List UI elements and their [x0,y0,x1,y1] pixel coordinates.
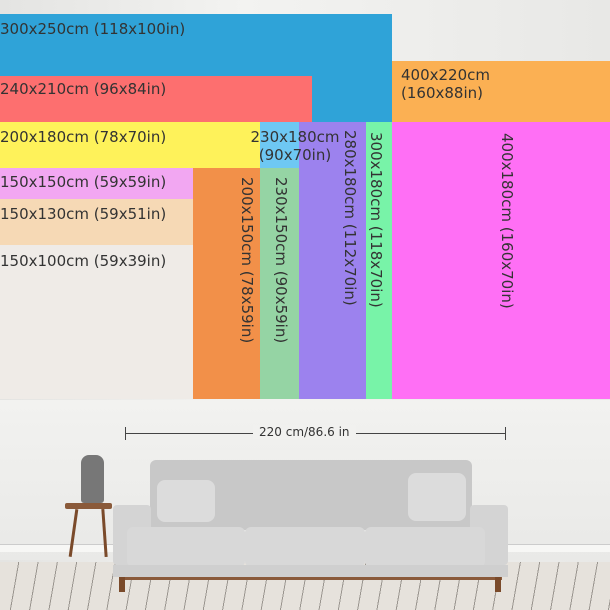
size-label-280x180: 280x180cm (112x70in) [341,130,359,306]
size-400x180 [392,122,610,399]
size-label-300x180: 300x180cm (118x70in) [367,132,385,308]
size-label-230x180: 230x180cm (90x70in) [250,128,340,164]
size-400x220: 400x220cm (160x88in) [392,61,610,122]
vase [81,455,104,503]
size-label: 150x150cm (59x59in) [0,173,167,191]
size-230x150 [260,168,299,399]
size-150x150: 150x150cm (59x59in) [0,168,193,199]
size-label: 400x220cm [401,66,490,84]
sofa-leg [495,577,501,592]
size-label-200x150: 200x150cm (78x59in) [238,177,256,344]
sofa-base [113,565,508,577]
size-300x180 [366,122,392,399]
size-150x130: 150x130cm (59x51in) [0,199,193,245]
sofa-cushion [365,527,485,567]
size-230x180 [260,122,299,168]
size-label: 150x100cm (59x39in) [0,252,167,270]
size-label: 300x250cm (118x100in) [0,20,186,38]
size-label-400x180: 400x180cm (160x70in) [498,133,516,309]
sofa-leg [119,577,125,592]
size-label: 150x130cm (59x51in) [0,205,167,223]
size-label-230x150: 230x150cm (90x59in) [272,177,290,344]
sofa-cushion [127,527,245,567]
size-label: 240x210cm (96x84in) [0,80,167,98]
size-200x180: 200x180cm (78x70in) [0,122,260,168]
size-label: 200x180cm (78x70in) [0,128,167,146]
sofa-frame [120,577,502,580]
sofa-cushion [245,527,365,567]
size-label-inches: (160x88in) [401,84,483,102]
size-200x150 [193,168,260,399]
size-280x180 [299,122,366,399]
side-table [65,503,112,509]
dimension-label: 220 cm/86.6 in [253,425,356,439]
arrow-left-cap [125,427,126,440]
pillow [157,480,215,522]
arrow-right-cap [505,427,506,440]
size-240x210: 240x210cm (96x84in) [0,76,312,122]
pillow [408,473,466,521]
size-150x100: 150x100cm (59x39in) [0,245,193,399]
